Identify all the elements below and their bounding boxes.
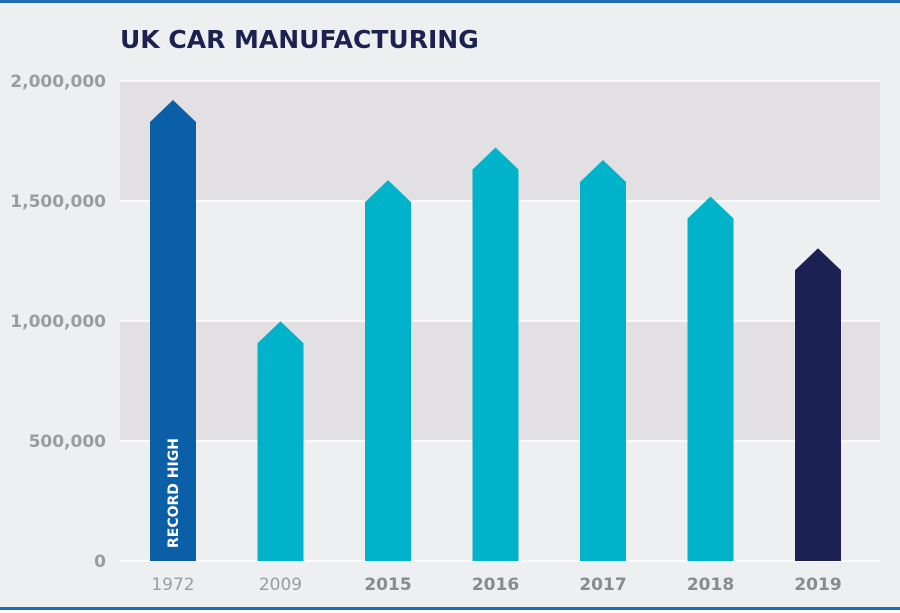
y-axis-ticks: 0 500,000 1,000,000 1,500,000 2,000,000 (10, 72, 106, 572)
chart-title: UK CAR MANUFACTURING (120, 25, 479, 54)
y-tick-label: 500,000 (29, 432, 107, 452)
x-tick-label: 1972 (151, 575, 194, 595)
y-tick-label: 1,500,000 (10, 192, 106, 212)
bar-2018 (687, 196, 734, 561)
bar-2015 (365, 180, 411, 561)
x-tick-label: 2016 (472, 575, 519, 595)
record-high-annotation: RECORD HIGH (166, 438, 182, 548)
y-tick-label: 1,000,000 (10, 312, 106, 332)
bar-2017 (580, 159, 626, 561)
x-axis-ticks: 1972 2009 2015 2016 2017 2018 2019 (151, 575, 841, 595)
bar-2009 (257, 321, 304, 561)
x-tick-label: 2017 (579, 575, 626, 595)
y-tick-label: 0 (94, 552, 106, 572)
bar-2019 (795, 248, 841, 561)
y-tick-label: 2,000,000 (10, 72, 106, 92)
chart-bars (150, 99, 841, 562)
x-tick-label: 2018 (687, 575, 734, 595)
x-tick-label: 2019 (794, 575, 841, 595)
bar-2016 (472, 147, 519, 562)
chart: UK CAR MANUFACTURING 0 500,000 1,000,000 1,… (10, 25, 880, 595)
x-tick-label: 2009 (259, 575, 302, 595)
x-tick-label: 2015 (364, 575, 411, 595)
bar-1972 (150, 99, 196, 562)
